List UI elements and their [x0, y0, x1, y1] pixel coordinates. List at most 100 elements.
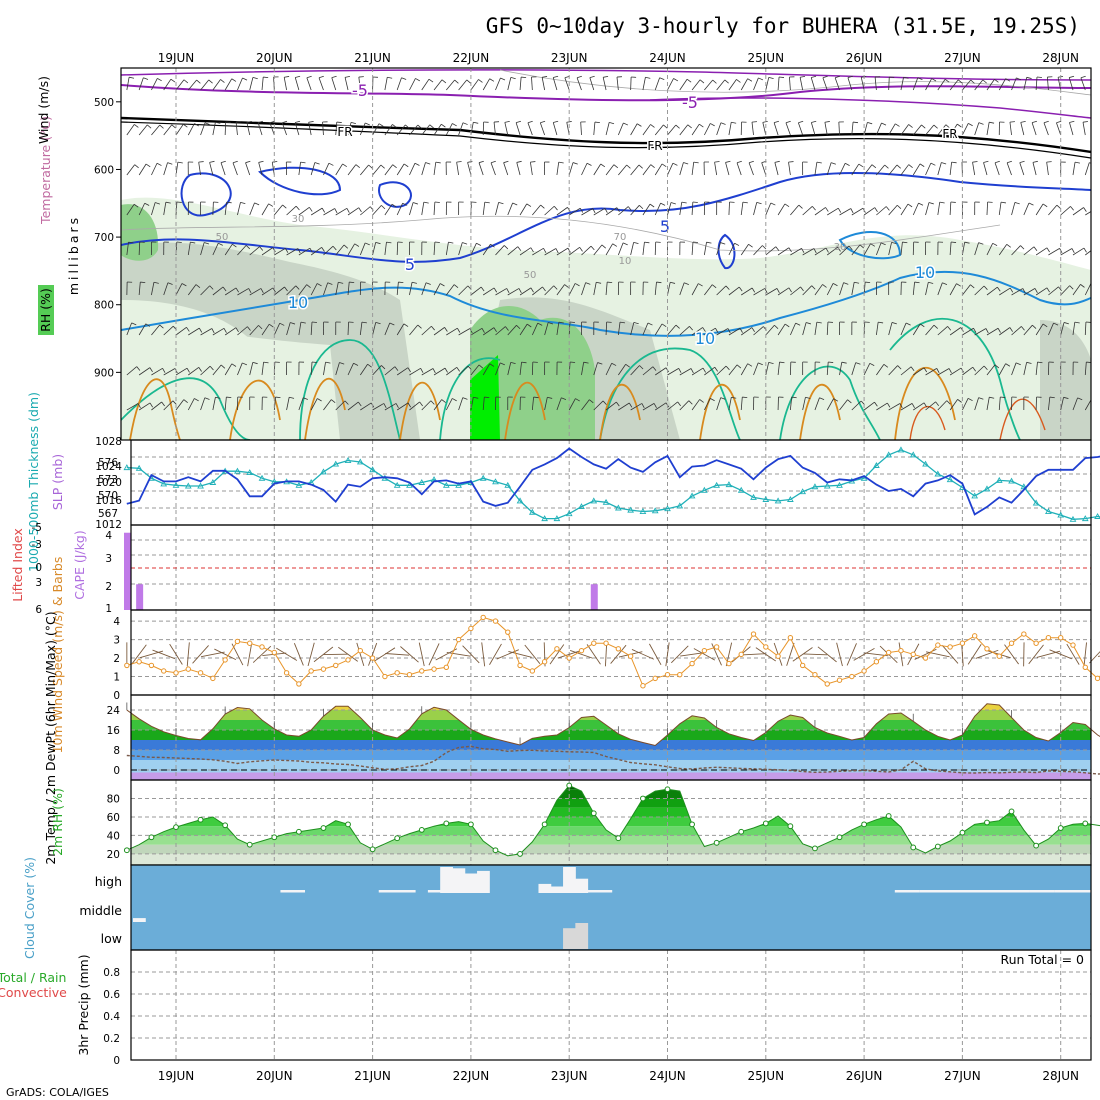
wind-barb [151, 401, 162, 411]
wind-barb-flag [941, 162, 947, 165]
contour-line [399, 381, 441, 440]
wind-barb-flag [259, 246, 264, 251]
wind-barb-flag [795, 322, 801, 326]
wind-barb-flag [985, 328, 989, 334]
wind-barb-flag [401, 77, 407, 80]
wind-barb [212, 79, 221, 91]
wind-barb-flag [798, 204, 803, 209]
contour-line [121, 69, 1091, 81]
wind-barb [212, 327, 225, 336]
wind-speed-point [1082, 664, 1088, 670]
wind-barb [1011, 326, 1022, 336]
wind-barb-flag [361, 321, 367, 324]
thickness-point [774, 497, 782, 504]
rh-point [640, 795, 646, 802]
wind-barb-flag [942, 282, 948, 286]
slp-tick-label: 1020 [95, 477, 122, 489]
wind-barb-flag [885, 206, 890, 211]
wind-barb-flag [131, 322, 137, 326]
wind-barb-flag [417, 124, 422, 129]
wind-barb [446, 652, 471, 657]
wind-barb [214, 648, 237, 661]
wind-barb-flag [613, 164, 619, 169]
wind-barb [187, 398, 195, 411]
wind-barb-flag [403, 323, 409, 327]
wind-barb [527, 122, 533, 136]
wind-barb-flag [1014, 202, 1020, 205]
wind-barb [604, 642, 608, 667]
wind-barb [261, 362, 264, 376]
wind-barb [249, 362, 254, 376]
wind-barb-flag [983, 285, 988, 290]
wind-barb [728, 79, 737, 91]
wind-barb-flag [843, 282, 849, 285]
date-label: 20JUN [256, 1069, 293, 1083]
wind-barb [372, 242, 377, 256]
precip-tick-label: 0.8 [103, 967, 120, 979]
wind-barb-flag [222, 286, 227, 292]
wind-barb [323, 282, 329, 296]
wind-barb-flag [275, 396, 281, 399]
wind-barb [790, 204, 800, 216]
wind-barb-flag [561, 397, 567, 400]
wind-barb-flag [1020, 245, 1025, 250]
wind-barb-flag [837, 208, 842, 213]
wind-barb [384, 242, 387, 256]
li-tick-label: 6 [35, 604, 42, 616]
wind-barb [667, 124, 677, 136]
wind-barb-flag [325, 361, 331, 364]
wind-barb [445, 242, 449, 256]
wind-barb-flag [493, 327, 497, 333]
wind-barb [846, 643, 857, 666]
wind-barb-flag [211, 328, 215, 334]
wind-barb [286, 285, 297, 296]
wind-barb [310, 362, 313, 376]
wind-barb [814, 284, 823, 296]
wind-barb [974, 79, 984, 91]
wind-barb [323, 399, 332, 411]
isotherm-label: FR [942, 127, 957, 141]
wind-barb [252, 645, 272, 663]
wind-barb [679, 326, 690, 336]
wind-barb [824, 122, 828, 136]
wind-barb-flag [282, 204, 287, 209]
wind-barb-flag [589, 399, 594, 404]
pressure-unit-label: millibars [66, 215, 81, 295]
wind-barb [568, 246, 580, 256]
wind-barb-flag [257, 120, 264, 123]
wind-barb-flag [480, 286, 485, 292]
wind-barb-flag [444, 367, 448, 373]
wind-barb-flag [641, 403, 645, 409]
wind-barb [728, 122, 732, 136]
wind-barb [131, 644, 147, 665]
wind-barb [470, 79, 479, 91]
wind-barb [493, 122, 496, 136]
wind-speed-point [701, 647, 708, 654]
wind-barb-flag [935, 401, 939, 407]
rh-contour-label: 30 [834, 242, 847, 253]
wind-barb-flag [1070, 206, 1074, 211]
run-total-label: Run Total = 0 [1000, 952, 1084, 967]
wind-barb-flag [714, 161, 720, 163]
wind-barb-flag [542, 286, 546, 292]
wind-barb [1011, 288, 1023, 296]
wind-barb-flag [972, 161, 978, 163]
wind-barb [839, 245, 850, 256]
wind-barb-flag [946, 400, 951, 405]
cape-bar [590, 584, 598, 610]
wind-barb-flag [659, 77, 665, 80]
wind-barb [1048, 322, 1054, 336]
wind-barb-flag [957, 123, 962, 128]
wind-barb [1089, 651, 1100, 664]
wind-barb [630, 322, 635, 336]
wind-barb [323, 362, 326, 376]
wind-barb [310, 162, 316, 176]
wind-barb [1046, 162, 1049, 176]
wind-barb [552, 77, 558, 91]
wind-barb-flag [768, 361, 774, 364]
wind-barb-flag [867, 122, 873, 125]
wind-barb [396, 367, 409, 376]
wind-barb-flag [218, 242, 223, 246]
wind-barb [888, 204, 898, 216]
wind-barb [874, 77, 877, 91]
